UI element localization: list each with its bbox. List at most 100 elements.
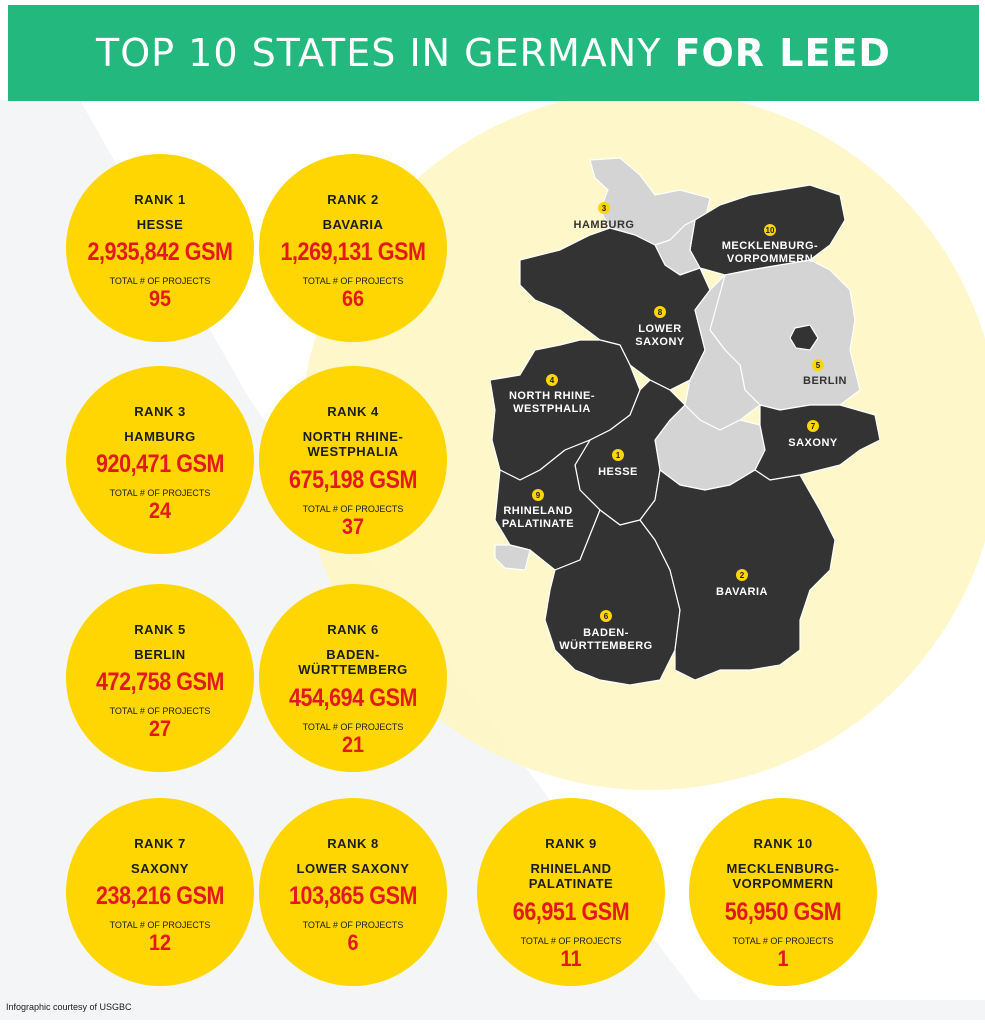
- projects-count: 11: [560, 946, 582, 971]
- rank-label: RANK 4: [327, 404, 379, 419]
- rank-card-4: RANK 4 NORTH RHINE- WESTPHALIA 675,198 GSM T…: [259, 366, 447, 554]
- footer-credit: Infographic courtesy of USGBC: [6, 1002, 132, 1012]
- projects-label: TOTAL # OF PROJECTS: [302, 276, 404, 286]
- projects-label: TOTAL # OF PROJECTS: [302, 920, 404, 930]
- gsm-value: 454,694 GSM: [289, 684, 417, 712]
- rank-label: RANK 8: [327, 836, 379, 851]
- map-marker-6: [612, 449, 624, 461]
- map-state-label: BERLIN: [803, 375, 847, 387]
- projects-label: TOTAL # OF PROJECTS: [302, 504, 404, 514]
- map-marker-number: 5: [816, 361, 821, 370]
- projects-label: TOTAL # OF PROJECTS: [109, 920, 211, 930]
- projects-count: 24: [148, 498, 172, 523]
- map-marker-number: 2: [740, 571, 745, 580]
- projects-label: TOTAL # OF PROJECTS: [109, 488, 211, 498]
- gsm-value: 2,935,842 GSM: [87, 238, 233, 266]
- state-name: MECKLENBURG-: [726, 861, 840, 876]
- projects-label: TOTAL # OF PROJECTS: [109, 276, 211, 286]
- state-name: HESSE: [136, 217, 184, 232]
- map-marker-2: [764, 224, 776, 236]
- gsm-value: 472,758 GSM: [96, 668, 224, 696]
- rank-label: RANK 2: [327, 192, 379, 207]
- map-marker-5: [546, 374, 558, 386]
- map-marker-number: 1: [616, 451, 621, 460]
- map-state-label: BAVARIA: [716, 586, 768, 598]
- map-region-saarland: [494, 544, 531, 571]
- projects-count: 6: [347, 930, 359, 955]
- map-state-label: WESTPHALIA: [513, 403, 591, 415]
- rank-label: RANK 10: [753, 836, 813, 851]
- map-marker-number: 6: [604, 612, 609, 621]
- map-state-label: MECKLENBURG-: [722, 240, 818, 252]
- map-state-label: BADEN-: [583, 627, 629, 639]
- map-state-label: SAXONY: [788, 437, 838, 449]
- map-state-label: VORPOMMERN: [727, 253, 813, 265]
- rank-card-7: RANK 7 SAXONY 238,216 GSM TOTAL # OF PROJEC…: [66, 798, 254, 986]
- rank-card-6: RANK 6 BADEN- WÜRTTEMBERG 454,694 GSM TOTAL …: [259, 584, 447, 772]
- gsm-value: 1,269,131 GSM: [280, 238, 426, 266]
- state-name: HAMBURG: [124, 429, 196, 444]
- map-marker-8: [532, 489, 544, 501]
- rank-label: RANK 6: [327, 622, 379, 637]
- state-name: LOWER SAXONY: [296, 861, 410, 876]
- state-name: WÜRTTEMBERG: [298, 662, 408, 677]
- rank-label: RANK 5: [134, 622, 186, 637]
- gsm-value: 103,865 GSM: [289, 882, 417, 910]
- map-marker-number: 4: [550, 376, 555, 385]
- map-region-saxony: [754, 404, 880, 481]
- state-name: SAXONY: [131, 861, 189, 876]
- page-title: TOP 10 STATES IN GERMANY: [96, 31, 675, 75]
- projects-count: 95: [148, 286, 172, 311]
- rank-card-10: RANK 10 MECKLENBURG- VORPOMMERN 56,950 GSM T…: [689, 798, 877, 986]
- gsm-value: 66,951 GSM: [512, 898, 630, 926]
- map-marker-10: [600, 610, 612, 622]
- rank-label: RANK 9: [545, 836, 597, 851]
- state-name: BERLIN: [134, 647, 186, 662]
- map-state-label: SAXONY: [635, 336, 685, 348]
- state-name: WESTPHALIA: [307, 444, 399, 459]
- rank-card-8: RANK 8 LOWER SAXONY 103,865 GSM TOTAL # OF …: [259, 798, 447, 986]
- state-name: VORPOMMERN: [732, 876, 834, 891]
- projects-label: TOTAL # OF PROJECTS: [302, 722, 404, 732]
- state-name: NORTH RHINE-: [302, 429, 404, 444]
- gsm-value: 675,198 GSM: [289, 466, 417, 494]
- projects-label: TOTAL # OF PROJECTS: [732, 936, 834, 946]
- projects-count: 27: [148, 716, 172, 741]
- map-marker-number: 9: [536, 491, 541, 500]
- state-name: RHINELAND: [530, 861, 612, 876]
- map-state-label: RHINELAND: [503, 505, 572, 517]
- map-marker-4: [812, 359, 824, 371]
- map-marker-number: 3: [602, 204, 607, 213]
- rank-card-9: RANK 9 RHINELAND PALATINATE 66,951 GSM TOTAL…: [477, 798, 665, 986]
- map-state-label: HAMBURG: [574, 219, 635, 231]
- projects-count: 66: [341, 286, 365, 311]
- map-marker-number: 8: [658, 308, 663, 317]
- map-marker-1: [598, 202, 610, 214]
- rank-card-3: RANK 3 HAMBURG 920,471 GSM TOTAL # OF PROJE…: [66, 366, 254, 554]
- rank-card-2: RANK 2 BAVARIA 1,269,131 GSM TOTAL # OF PRO…: [259, 154, 447, 342]
- projects-label: TOTAL # OF PROJECTS: [109, 706, 211, 716]
- rank-card-1: RANK 1 HESSE 2,935,842 GSM TOTAL # OF PROJE…: [66, 154, 254, 342]
- map-state-label: HESSE: [598, 466, 638, 478]
- projects-label: TOTAL # OF PROJECTS: [520, 936, 622, 946]
- map-region-berlin: [789, 324, 819, 351]
- state-name: PALATINATE: [528, 876, 614, 891]
- map-state-label: NORTH RHINE-: [509, 390, 595, 402]
- map-marker-number: 10: [766, 226, 775, 235]
- map-marker-9: [736, 569, 748, 581]
- map-marker-7: [807, 420, 819, 432]
- gsm-value: 920,471 GSM: [96, 450, 224, 478]
- map-state-label: LOWER: [638, 323, 681, 335]
- state-name: BAVARIA: [322, 217, 384, 232]
- projects-count: 1: [777, 946, 789, 971]
- projects-count: 21: [341, 732, 365, 757]
- gsm-value: 238,216 GSM: [96, 882, 224, 910]
- rank-label: RANK 3: [134, 404, 186, 419]
- map-state-label: PALATINATE: [502, 518, 574, 530]
- projects-count: 12: [148, 930, 172, 955]
- header-banner: TOP 10 STATES IN GERMANY FOR LEED: [8, 5, 979, 101]
- page-title-bold: FOR LEED: [674, 31, 891, 75]
- rank-card-5: RANK 5 BERLIN 472,758 GSM TOTAL # OF PROJEC…: [66, 584, 254, 772]
